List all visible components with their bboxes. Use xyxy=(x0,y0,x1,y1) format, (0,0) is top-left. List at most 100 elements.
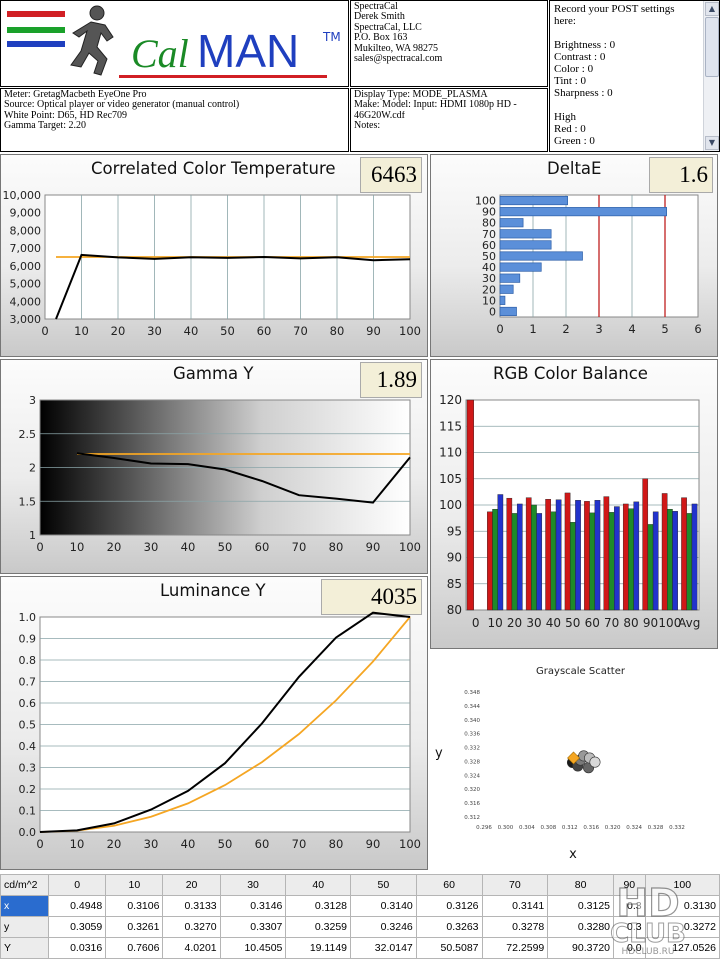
table-cell[interactable]: 19.1149 xyxy=(285,937,352,959)
table-cell[interactable]: 90.3720 xyxy=(547,937,615,959)
table-cell[interactable]: 0.3259 xyxy=(285,916,352,938)
table-cell[interactable]: 0.3140 xyxy=(350,895,417,917)
y-tick-label: 2.5 xyxy=(19,428,37,441)
table-cell[interactable]: 0.3272 xyxy=(644,916,720,938)
y-tick-label: 1 xyxy=(29,529,36,542)
table-cell[interactable]: 50.5087 xyxy=(415,937,483,959)
logo-man-text: MAN xyxy=(197,25,299,77)
x-tick-label: 30 xyxy=(144,837,159,851)
company-line: Mukilteo, WA 98275 xyxy=(354,43,438,54)
x-tick-label: 30 xyxy=(526,616,541,630)
table-cell[interactable]: 0.0316 xyxy=(47,937,107,959)
table-cell[interactable]: 72.2599 xyxy=(481,937,549,959)
notes-line: Brightness : 0 xyxy=(554,39,616,51)
table-cell[interactable]: 0.3246 xyxy=(350,916,417,938)
x-tick-label: 90 xyxy=(366,837,381,851)
x-tick-label: 60 xyxy=(585,616,600,630)
table-header-cell: 20 xyxy=(162,874,221,896)
notes-line: High xyxy=(554,111,576,123)
y-tick-label: 0.344 xyxy=(464,704,480,710)
table-cell[interactable]: 32.0147 xyxy=(350,937,417,959)
hdclub-watermark: HD CLUB HDCLUB.RU xyxy=(610,880,687,957)
x-tick-label: 10 xyxy=(70,837,85,851)
meter-box: Meter: GretagMacbeth EyeOne Pro Source: … xyxy=(0,88,349,152)
y-tick-label: 80 xyxy=(447,603,462,617)
table-cell[interactable]: 0.3126 xyxy=(415,895,483,917)
table-header-cell: cd/m^2 xyxy=(0,874,49,896)
x-tick-label: 80 xyxy=(329,837,344,851)
x-tick-label: 40 xyxy=(546,616,561,630)
y-tick-label: 90 xyxy=(482,206,496,219)
x-tick-label: 50 xyxy=(220,324,235,338)
y-tick-label: 3,000 xyxy=(10,313,42,326)
cct-readout: 6463 xyxy=(360,157,422,193)
deltae-bar xyxy=(499,229,552,239)
x-tick-label: 0.296 xyxy=(476,825,492,831)
x-tick-label: 100 xyxy=(399,540,421,554)
table-cell[interactable]: 0.7606 xyxy=(105,937,164,959)
scatter-panel: Grayscale Scatter 0.312 0.316 0.320 0.324 0.3… xyxy=(430,651,718,870)
deltae-bar xyxy=(499,218,524,228)
table-cell[interactable]: 0.3133 xyxy=(162,895,221,917)
table-cell[interactable]: 0.3059 xyxy=(47,916,107,938)
red-bar xyxy=(545,499,551,611)
scroll-down-button[interactable]: ▼ xyxy=(705,136,719,150)
x-tick-label: 90 xyxy=(366,324,381,338)
table-row-label[interactable]: Y xyxy=(0,937,49,959)
rgb-chart: 80 85 90 95 100 105 110 115 120 0 10 20 30 40 50 60 70 80… xyxy=(439,393,700,630)
red-bar xyxy=(603,496,610,611)
y-tick-label: 7,000 xyxy=(10,242,42,255)
green-bar xyxy=(686,513,693,611)
table-cell[interactable]: 10.4505 xyxy=(219,937,287,959)
y-tick-label: 0.312 xyxy=(464,815,480,821)
notes-scrollbar[interactable]: ▲ ▼ xyxy=(703,1,719,151)
y-tick-label: 40 xyxy=(482,261,496,274)
table-cell[interactable]: 127.0526 xyxy=(644,937,720,959)
x-tick-label: 0.312 xyxy=(562,825,578,831)
table-cell[interactable]: 0.3278 xyxy=(481,916,549,938)
table-row-label[interactable]: y xyxy=(0,916,49,938)
y-tick-label: 0.336 xyxy=(464,732,480,738)
x-tick-label: 100 xyxy=(658,616,681,630)
x-tick-label: 2 xyxy=(562,322,569,336)
x-tick-label: 4 xyxy=(628,322,635,336)
x-tick-label: 30 xyxy=(144,540,159,554)
logo-cal-text: Cal xyxy=(131,31,189,76)
company-line: SpectraCal, LLC xyxy=(354,22,422,33)
table-cell[interactable]: 0.3261 xyxy=(105,916,164,938)
red-bar xyxy=(661,493,668,611)
y-tick-label: 0 xyxy=(489,305,496,318)
table-row-label[interactable]: x xyxy=(0,895,49,917)
blue-bar xyxy=(575,500,581,611)
table-header-cell: 70 xyxy=(481,874,549,896)
table-cell[interactable]: 0.3106 xyxy=(105,895,164,917)
blue-bar xyxy=(536,513,543,611)
table-header-cell: 30 xyxy=(219,874,287,896)
logo-stripe-red xyxy=(7,11,65,17)
company-line: Derek Smith xyxy=(354,12,405,23)
x-tick-label: 70 xyxy=(292,837,307,851)
y-tick-label: 10,000 xyxy=(3,189,42,202)
table-cell[interactable]: 0.3146 xyxy=(219,895,287,917)
scroll-up-button[interactable]: ▲ xyxy=(705,2,719,16)
table-cell[interactable]: 0.3307 xyxy=(219,916,287,938)
notes-box[interactable]: Record your POST settings here: Brightne… xyxy=(549,0,720,152)
notes-line: Green : 0 xyxy=(554,135,595,147)
deltae-bar xyxy=(499,251,583,261)
notes-line: Sharpness : 0 xyxy=(554,87,613,99)
y-tick-label: 4,000 xyxy=(10,295,42,308)
y-tick-label: 0.3 xyxy=(19,762,37,775)
scroll-thumb[interactable] xyxy=(705,17,719,77)
y-tick-label: 5,000 xyxy=(10,278,42,291)
y-tick-label: 0.5 xyxy=(19,719,37,732)
table-cell[interactable]: 0.3128 xyxy=(285,895,352,917)
table-cell[interactable]: 0.3270 xyxy=(162,916,221,938)
table-cell[interactable]: 0.3263 xyxy=(415,916,483,938)
table-cell[interactable]: 0.4948 xyxy=(47,895,107,917)
display-model-line: Make: Model: Input: HDMI 1080p HD - xyxy=(354,100,517,111)
table-cell[interactable]: 0.3141 xyxy=(481,895,549,917)
y-tick-label: 95 xyxy=(447,524,462,538)
x-tick-label: 80 xyxy=(329,540,344,554)
table-cell[interactable]: 4.0201 xyxy=(162,937,221,959)
